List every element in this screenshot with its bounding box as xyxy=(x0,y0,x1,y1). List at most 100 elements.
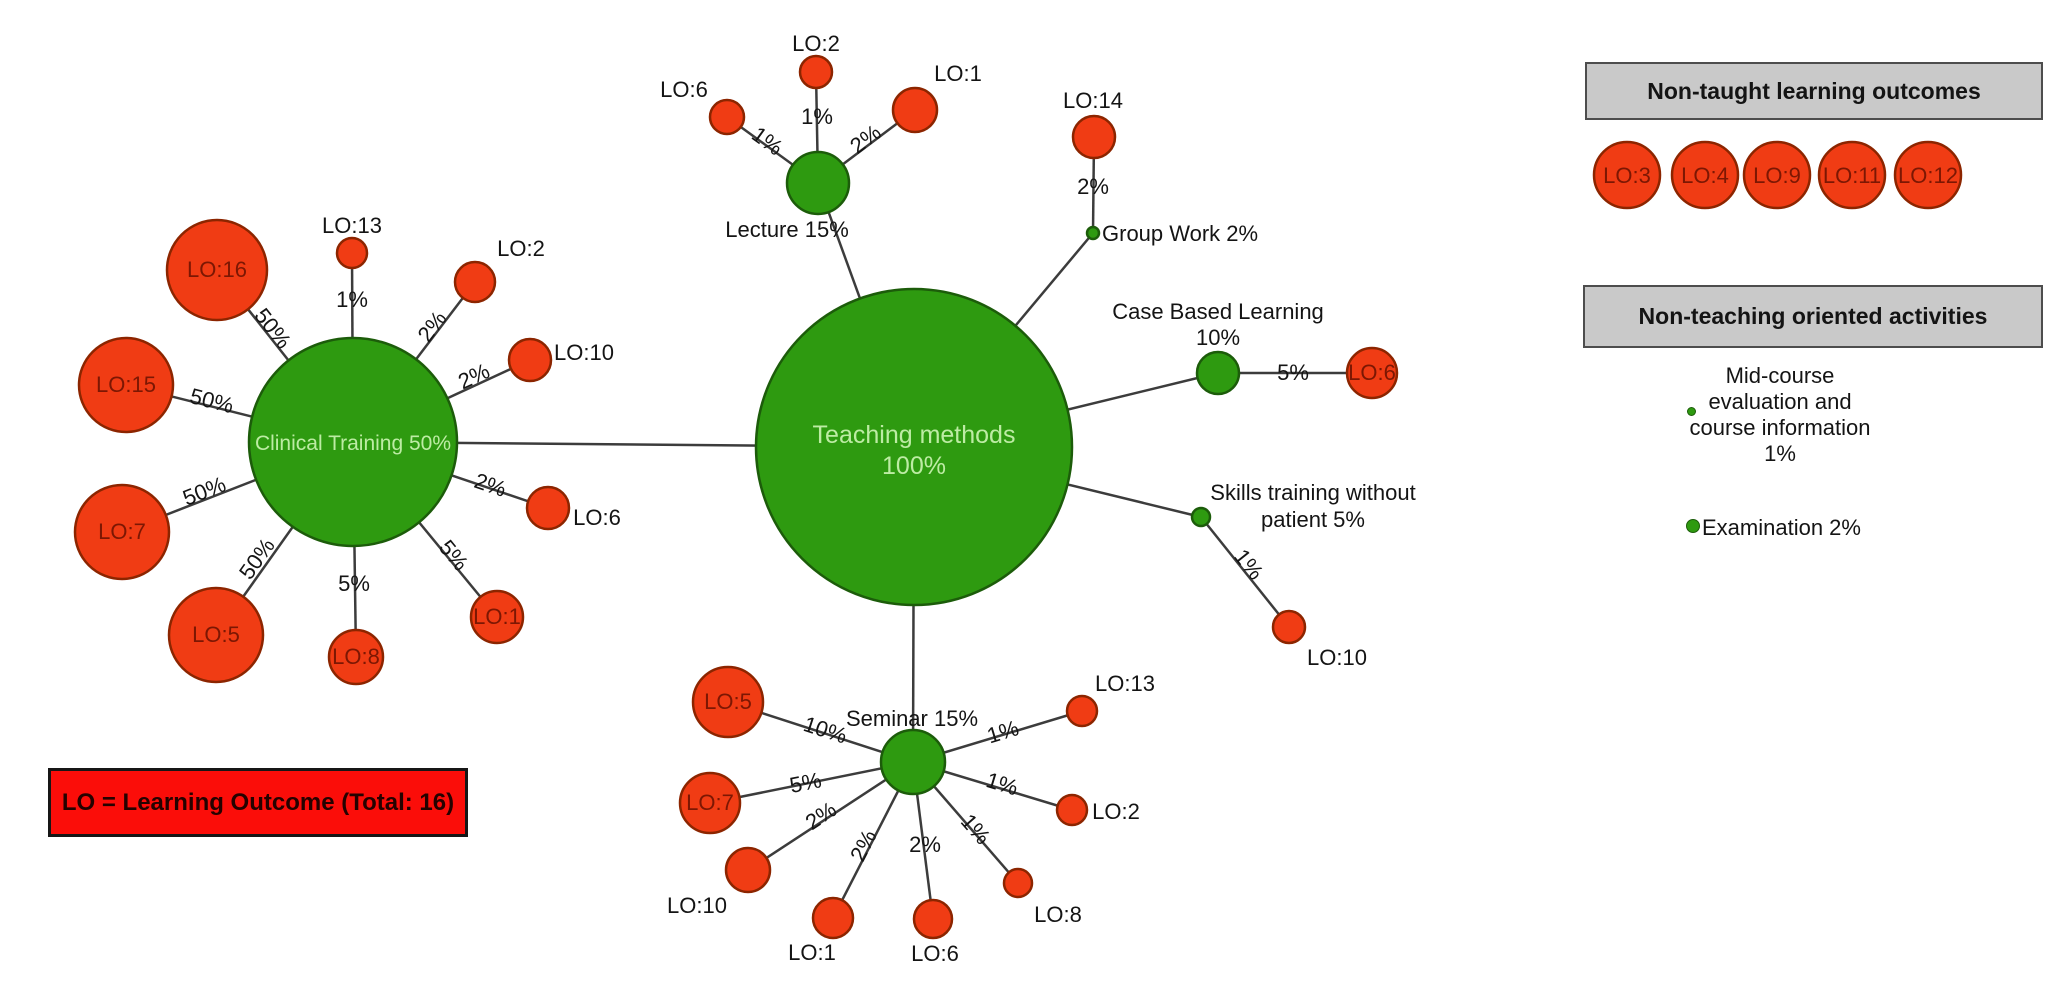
edge-skills-s10 xyxy=(1200,516,1290,628)
node-label-skills: patient 5% xyxy=(1261,507,1365,532)
node-c5-outcome-circle xyxy=(167,586,265,684)
node-label-lecture: Lecture 15% xyxy=(725,217,849,242)
node-label-se8: LO:8 xyxy=(1034,902,1082,927)
node-s10-outcome-circle xyxy=(1271,609,1307,645)
node-label-c16: LO:16 xyxy=(187,257,247,282)
node-cbl-method-circle xyxy=(1195,350,1241,396)
node-se8-outcome-circle xyxy=(1002,867,1034,899)
legend-non-teaching-title: Non-teaching oriented activities xyxy=(1638,303,1988,329)
edge-label-clinical-c15: 50% xyxy=(187,383,236,418)
legend-outcome-label: LO:9 xyxy=(1753,163,1801,188)
mid-course-line: 1% xyxy=(1764,441,1796,466)
edge-label-seminar-se5: 10% xyxy=(801,711,851,748)
node-label-teaching: 100% xyxy=(882,452,946,480)
edge-label-seminar-se6: 2% xyxy=(909,832,941,857)
edge-label-seminar-se13: 1% xyxy=(984,715,1022,748)
node-se10-outcome-circle xyxy=(724,846,772,894)
legend-outcome-circle-lo-12 xyxy=(1893,140,1963,210)
mid-course-line: course information xyxy=(1689,415,1871,440)
node-label-c2: LO:2 xyxy=(497,236,545,261)
legend-outcome-label: LO:12 xyxy=(1898,163,1958,188)
legend-outcome-circle-lo-9 xyxy=(1742,140,1812,210)
mid-course-line: evaluation and xyxy=(1708,389,1852,414)
edge-label-cbl-cb6: 5% xyxy=(1277,360,1309,385)
node-groupwork-method-circle xyxy=(1085,225,1101,241)
node-label-c1: LO:1 xyxy=(473,604,521,629)
edge-label-clinical-c16: 50% xyxy=(249,303,296,353)
node-label-l6: LO:6 xyxy=(660,77,708,102)
node-label-se5: LO:5 xyxy=(704,689,752,714)
node-label-c6: LO:6 xyxy=(573,505,621,530)
node-label-cbl: 10% xyxy=(1196,325,1240,350)
node-label-cb6: LO:6 xyxy=(1348,360,1396,385)
node-label-skills: Skills training without xyxy=(1210,480,1415,505)
edge-label-seminar-se8: 1% xyxy=(956,809,996,849)
node-label-c5: LO:5 xyxy=(192,622,240,647)
node-label-cbl: Case Based Learning xyxy=(1112,299,1324,324)
node-label-c10: LO:10 xyxy=(554,340,614,365)
edge-label-lecture-l6: 1% xyxy=(747,121,787,160)
edge-seminar-se7 xyxy=(709,760,914,805)
node-label-c8: LO:8 xyxy=(332,644,380,669)
node-label-se7: LO:7 xyxy=(686,790,734,815)
lo-note-text: LO = Learning Outcome (Total: 16) xyxy=(61,788,455,816)
legend-outcome-label: LO:4 xyxy=(1681,163,1729,188)
edge-label-groupwork-g14: 2% xyxy=(1077,174,1109,199)
node-c6-outcome-circle xyxy=(525,485,571,531)
node-l2-outcome-circle xyxy=(798,54,834,90)
legend-outcome-label: LO:3 xyxy=(1603,163,1651,188)
node-c1-outcome-circle xyxy=(469,589,525,645)
legend-outcome-circle-lo-4 xyxy=(1670,140,1740,210)
node-label-c13: LO:13 xyxy=(322,213,382,238)
node-se7-outcome-circle xyxy=(678,771,742,835)
edge-label-seminar-se10: 2% xyxy=(801,797,841,835)
node-skills-method-circle xyxy=(1190,506,1212,528)
edge-label-clinical-c8: 5% xyxy=(338,571,370,596)
node-l6-outcome-circle xyxy=(708,98,746,136)
node-clinical-method-circle xyxy=(247,336,459,548)
node-se5-outcome-circle xyxy=(691,665,765,739)
edge-label-clinical-c13: 1% xyxy=(336,287,368,312)
node-c13-outcome-circle xyxy=(335,236,369,270)
node-label-se1: LO:1 xyxy=(788,940,836,965)
node-seminar-method-circle xyxy=(879,728,947,796)
node-se1-outcome-circle xyxy=(811,896,855,940)
node-lecture-method-circle xyxy=(785,150,851,216)
node-c7-outcome-circle xyxy=(73,483,171,581)
node-label-se2: LO:2 xyxy=(1092,799,1140,824)
node-c10-outcome-circle xyxy=(507,337,553,383)
legend-outcome-label: LO:11 xyxy=(1823,163,1881,188)
edge-label-skills-s10: 1% xyxy=(1229,544,1268,584)
edge-label-clinical-c1: 5% xyxy=(434,535,474,575)
node-se13-outcome-circle xyxy=(1065,694,1099,728)
edge-label-lecture-l1: 2% xyxy=(845,119,885,158)
node-g14-outcome-circle xyxy=(1071,114,1117,160)
node-label-se10: LO:10 xyxy=(667,893,727,918)
edge-label-seminar-se7: 5% xyxy=(787,767,823,798)
node-c8-outcome-circle xyxy=(327,628,385,686)
node-se6-outcome-circle xyxy=(912,898,954,940)
edge-label-clinical-c2: 2% xyxy=(412,306,451,346)
node-c2-outcome-circle xyxy=(453,260,497,304)
edge-label-clinical-c5: 50% xyxy=(234,533,280,583)
mid-course-dot-icon xyxy=(1687,407,1696,416)
node-teaching-method-circle xyxy=(754,287,1074,607)
edge-label-seminar-se2: 1% xyxy=(983,767,1021,800)
examination-label: Examination 2% xyxy=(1702,515,1861,540)
node-label-c7: LO:7 xyxy=(98,519,146,544)
node-label-se6: LO:6 xyxy=(911,941,959,966)
node-label-groupwork: Group Work 2% xyxy=(1102,221,1258,246)
node-label-g14: LO:14 xyxy=(1063,88,1123,113)
legend-non-teaching-box: Non-teaching oriented activities xyxy=(1583,285,2043,348)
node-label-s10: LO:10 xyxy=(1307,645,1367,670)
mid-course-line: Mid-course xyxy=(1725,363,1835,388)
node-label-clinical: Clinical Training 50% xyxy=(255,432,451,455)
legend-non-taught-title: Non-taught learning outcomes xyxy=(1647,77,1981,104)
node-label-seminar: Seminar 15% xyxy=(846,706,978,731)
mid-course-item: Mid-course evaluation and course informa… xyxy=(1660,363,1900,467)
legend-outcome-circle-lo-3 xyxy=(1592,140,1662,210)
node-label-l1: LO:1 xyxy=(934,61,982,86)
edge-label-clinical-c7: 50% xyxy=(179,471,229,510)
node-l1-outcome-circle xyxy=(891,86,939,134)
